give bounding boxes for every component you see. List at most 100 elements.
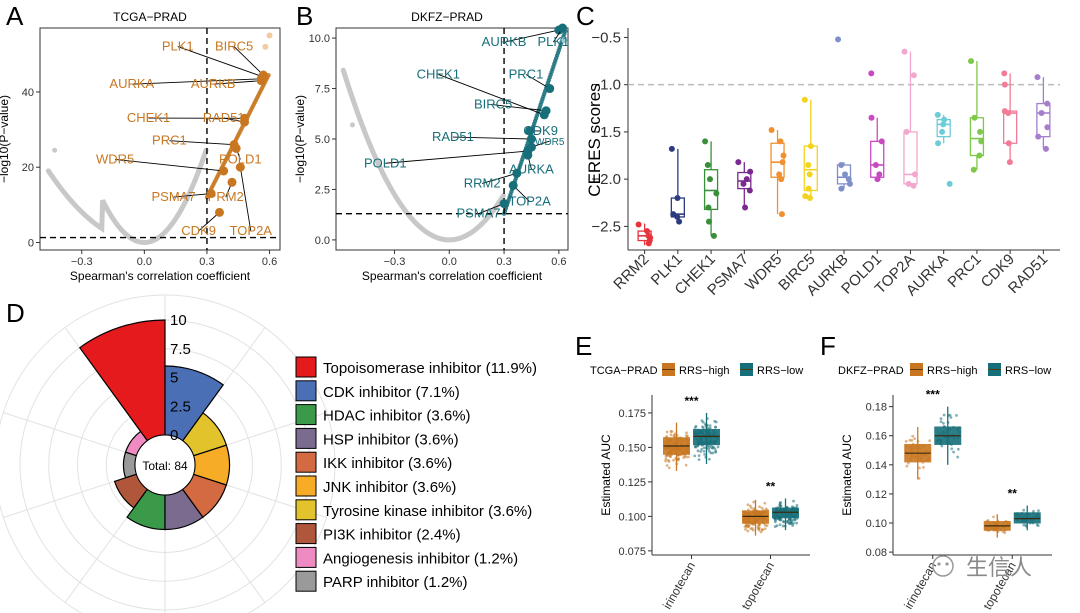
jitter-point xyxy=(760,528,764,532)
y-tick-label: 0.100 xyxy=(618,511,646,523)
jitter-point xyxy=(684,434,688,437)
jitter-point xyxy=(760,506,764,510)
y-tick-label: 10.0 xyxy=(309,33,330,45)
panel-f-auc-boxplot: DKFZ−PRAD RRS−high RRS−low 0.08 0.10 0.12 0.14… xyxy=(838,363,1052,612)
y-tick-label: 0.18 xyxy=(866,402,887,414)
jitter-point xyxy=(752,500,756,504)
data-point xyxy=(668,145,675,152)
data-point xyxy=(941,116,948,123)
x-tick-label: 0.6 xyxy=(262,256,277,268)
significance-label: ** xyxy=(766,479,776,493)
gene-label-leader xyxy=(169,140,235,146)
legend-label: IKK inhibitor (3.6%) xyxy=(323,455,452,472)
data-point xyxy=(805,185,812,192)
radial-tick-label: 5 xyxy=(170,370,178,387)
jitter-point xyxy=(904,439,908,443)
x-tick-label: 0.6 xyxy=(551,256,566,268)
box-body xyxy=(969,117,985,157)
gene-label-leader xyxy=(233,46,264,76)
watermark: 生信人 xyxy=(932,555,1032,580)
jitter-point xyxy=(764,507,768,511)
y-tick-label: 40 xyxy=(22,87,34,99)
data-point xyxy=(838,161,845,168)
jitter-point xyxy=(751,528,755,532)
jitter-point xyxy=(795,521,799,525)
jitter-point xyxy=(746,529,750,533)
box-body xyxy=(772,507,799,519)
jitter-point xyxy=(711,451,715,455)
legend-swatch xyxy=(295,570,317,592)
significance-label: *** xyxy=(926,388,940,402)
labeled-gene-point xyxy=(227,177,237,187)
data-point xyxy=(1034,74,1041,81)
jitter-point xyxy=(747,523,751,527)
y-tick-label: 0.150 xyxy=(618,442,646,454)
legend-swatch xyxy=(295,427,317,449)
gene-label: AURKB xyxy=(191,76,236,91)
data-point xyxy=(1006,159,1013,166)
legend-label: RRS−low xyxy=(1005,365,1051,377)
labeled-gene-point xyxy=(231,143,241,153)
jitter-point xyxy=(693,454,697,458)
y-axis-label: −log10(P−value) xyxy=(293,95,307,183)
panel-letter-b: B xyxy=(296,1,313,31)
radial-tick-label: 10 xyxy=(170,312,187,329)
legend-label: Topoisomerase inhibitor (11.9%) xyxy=(323,360,537,377)
data-point xyxy=(901,48,908,55)
x-tick-label: 0.3 xyxy=(199,256,214,268)
labeled-gene-point xyxy=(541,106,551,116)
data-point xyxy=(735,159,742,166)
box-body xyxy=(1003,110,1018,144)
data-point xyxy=(807,143,814,150)
wechat-icon xyxy=(932,555,954,577)
labeled-gene-point xyxy=(523,150,533,160)
gene-label: RAD51 xyxy=(432,129,474,144)
data-point xyxy=(976,152,983,159)
gene-label: PRC1 xyxy=(152,133,187,148)
center-total-label: Total: 84 xyxy=(142,459,188,473)
jitter-point xyxy=(992,515,995,519)
gene-label: CHEK1 xyxy=(127,110,170,125)
data-point xyxy=(845,176,852,183)
y-tick-label: −0.5 xyxy=(591,29,621,46)
x-tick-label: WDR5 xyxy=(742,251,785,294)
y-tick-label: 0.16 xyxy=(866,431,887,443)
jitter-point xyxy=(792,499,795,503)
data-point xyxy=(768,127,775,134)
gene-label: AURKB xyxy=(482,34,527,49)
x-tick-label: −0.3 xyxy=(384,256,406,268)
data-point xyxy=(805,161,812,168)
top-gene-point xyxy=(266,32,273,39)
y-axis-label: Estimated AUC xyxy=(599,434,613,516)
legend-title: TCGA−PRAD xyxy=(590,365,658,377)
gene-label: PRM2 xyxy=(208,189,244,204)
panel-b-volcano: DKFZ−PRAD AURKB PLK1 CHEK1 PRC1 BIRC5 CDK9 RAD… xyxy=(293,10,569,283)
jitter-point xyxy=(684,455,688,459)
gene-label: PRC1 xyxy=(509,66,544,81)
gene-label-leader xyxy=(493,104,547,112)
jitter-point xyxy=(667,460,671,463)
jitter-point xyxy=(759,530,763,534)
x-tick-label: irinotecan xyxy=(660,560,698,612)
gene-label-leader xyxy=(478,203,505,215)
data-point xyxy=(1038,110,1045,117)
background-gene-point xyxy=(349,122,355,128)
data-point xyxy=(934,111,941,118)
rose-sector xyxy=(78,319,166,442)
jitter-point xyxy=(786,521,789,524)
data-point xyxy=(802,193,809,200)
data-point xyxy=(777,138,784,145)
jitter-point xyxy=(778,523,782,527)
y-tick-label: 20 xyxy=(22,162,34,174)
gene-label-leader xyxy=(198,212,220,232)
panel-letter-c: C xyxy=(576,1,595,31)
jitter-point xyxy=(952,450,955,454)
jitter-point xyxy=(694,444,697,448)
jitter-point xyxy=(685,431,688,435)
jitter-point xyxy=(906,461,910,465)
legend-swatch xyxy=(295,523,317,545)
jitter-point xyxy=(921,466,925,469)
data-point xyxy=(778,211,785,218)
significance-label: *** xyxy=(684,394,698,408)
gene-label-leader xyxy=(213,80,262,85)
